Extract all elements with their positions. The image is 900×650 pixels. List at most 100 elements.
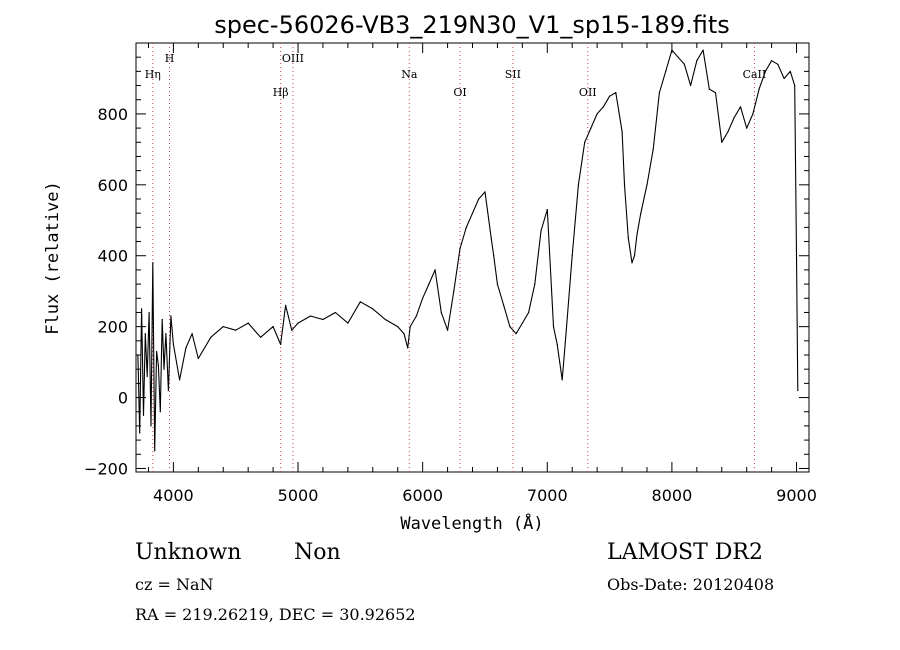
spectrum-point (683, 63, 686, 65)
spectrum-point (384, 318, 386, 321)
spectrum-point (141, 308, 143, 310)
spectrum-point (484, 191, 486, 193)
spectrum-point (789, 70, 791, 72)
spectrum-point (440, 311, 442, 314)
spectrum-point (556, 343, 558, 345)
spectral-line-label: Hβ (273, 86, 289, 99)
spectrum-point (197, 357, 199, 360)
spectrum-point (493, 255, 495, 257)
spectrum-point (534, 283, 536, 285)
spectrum-point (546, 209, 548, 211)
survey-name: LAMOST DR2 (607, 540, 763, 565)
x-tick-label: 7000 (527, 486, 568, 505)
y-axis-label: Flux (relative) (43, 181, 63, 335)
spectrum-point (139, 432, 141, 434)
spectrum-point (658, 92, 661, 94)
spectral-line-markers: Hη H Hβ OIII Na OI SII OII CaII (145, 43, 767, 472)
spectrum-point (515, 333, 517, 335)
spectral-line-label: OI (453, 86, 466, 99)
spectrum-point (167, 389, 169, 392)
axis-ticks (136, 43, 809, 472)
spectrum-point (503, 304, 505, 306)
x-tick-label: 4000 (153, 486, 194, 505)
spectrum-point (652, 148, 654, 150)
spectrum-point (322, 318, 324, 321)
spectrum-point (623, 184, 626, 186)
spectral-line-label: Na (401, 68, 418, 81)
spectrum-point (609, 95, 611, 97)
spectrum-point (235, 329, 237, 331)
spectrum-point (159, 411, 161, 413)
spectrum-point (739, 106, 742, 108)
spectrum-point (478, 198, 480, 200)
spectrum-point (397, 326, 399, 328)
spectral-subclass: Non (294, 540, 341, 565)
spectrum-point (285, 304, 287, 306)
spectrum-point (222, 326, 224, 328)
spectrum-point (161, 318, 163, 321)
spectrum-point (334, 311, 336, 314)
spectral-line-label: OII (579, 86, 597, 99)
spectrum-point (144, 333, 146, 335)
spectrum-point (347, 322, 349, 324)
spectrum-point (165, 333, 167, 335)
spectrum-point (540, 230, 542, 232)
y-tick-label: 0 (118, 389, 128, 408)
spectrum-point (280, 343, 282, 345)
spectrum-point (247, 322, 249, 324)
spectrum-point (297, 322, 299, 324)
spectrum-line (137, 49, 799, 452)
spectrum-point (172, 343, 174, 345)
spectrum-point (291, 329, 293, 331)
spectrum-point (156, 350, 158, 353)
spectrum-point (702, 49, 704, 51)
spectrum-point (696, 60, 698, 62)
spectrum-point (409, 326, 411, 328)
redshift-cz: cz = NaN (135, 575, 214, 594)
spectrum-point (453, 290, 455, 292)
spectrum-point (561, 379, 563, 381)
spectrum-point (621, 131, 623, 133)
spectrum-point (471, 212, 474, 214)
spectral-line-label: SII (505, 68, 521, 81)
y-tick-label: 600 (97, 176, 128, 195)
ra-dec-coordinates: RA = 219.26219, DEC = 30.92652 (135, 605, 416, 624)
spectrum-point (407, 347, 409, 349)
tick-labels: 4000 5000 6000 7000 8000 9000 −200 0 200 400 600 80… (84, 105, 817, 505)
spectrum-point (646, 184, 648, 186)
spectrum-point (142, 414, 145, 416)
spectrum-point (677, 56, 679, 58)
spectrum-point (359, 301, 361, 303)
spectrum-point (615, 92, 617, 94)
y-tick-label: 400 (97, 247, 128, 266)
spectrum-point (309, 315, 312, 317)
spectrum-point (777, 63, 779, 65)
observation-date: Obs-Date: 20120408 (607, 575, 775, 594)
x-tick-label: 9000 (776, 486, 817, 505)
spectrum-point (170, 315, 172, 317)
spectrum-point (727, 131, 729, 133)
spectrum-point (428, 283, 430, 285)
spectrum-point (465, 226, 467, 228)
spectrum-point (640, 212, 642, 214)
spectrum-point (636, 233, 638, 236)
spectrum-point (714, 92, 717, 94)
spectrum-point (721, 141, 723, 143)
spectrum-point (708, 88, 710, 90)
spectrum-point (509, 326, 511, 328)
spectrum-point (152, 262, 154, 264)
spectrum-point (631, 262, 633, 264)
spectral-line-label: CaII (743, 68, 767, 81)
spectrum-point (521, 322, 524, 324)
spectrum-point (571, 255, 573, 257)
spectrum-point (154, 450, 156, 452)
spectrum-point (602, 106, 605, 108)
spectral-line-label: H (165, 52, 175, 65)
spectrum-point (559, 361, 561, 363)
plot-frame (135, 42, 810, 473)
spectrum-point (157, 365, 159, 367)
spectral-line-label: Hη (145, 68, 161, 81)
spectrum-point (633, 255, 636, 257)
spectrum-point (783, 77, 785, 80)
spectrum-point (179, 379, 181, 381)
